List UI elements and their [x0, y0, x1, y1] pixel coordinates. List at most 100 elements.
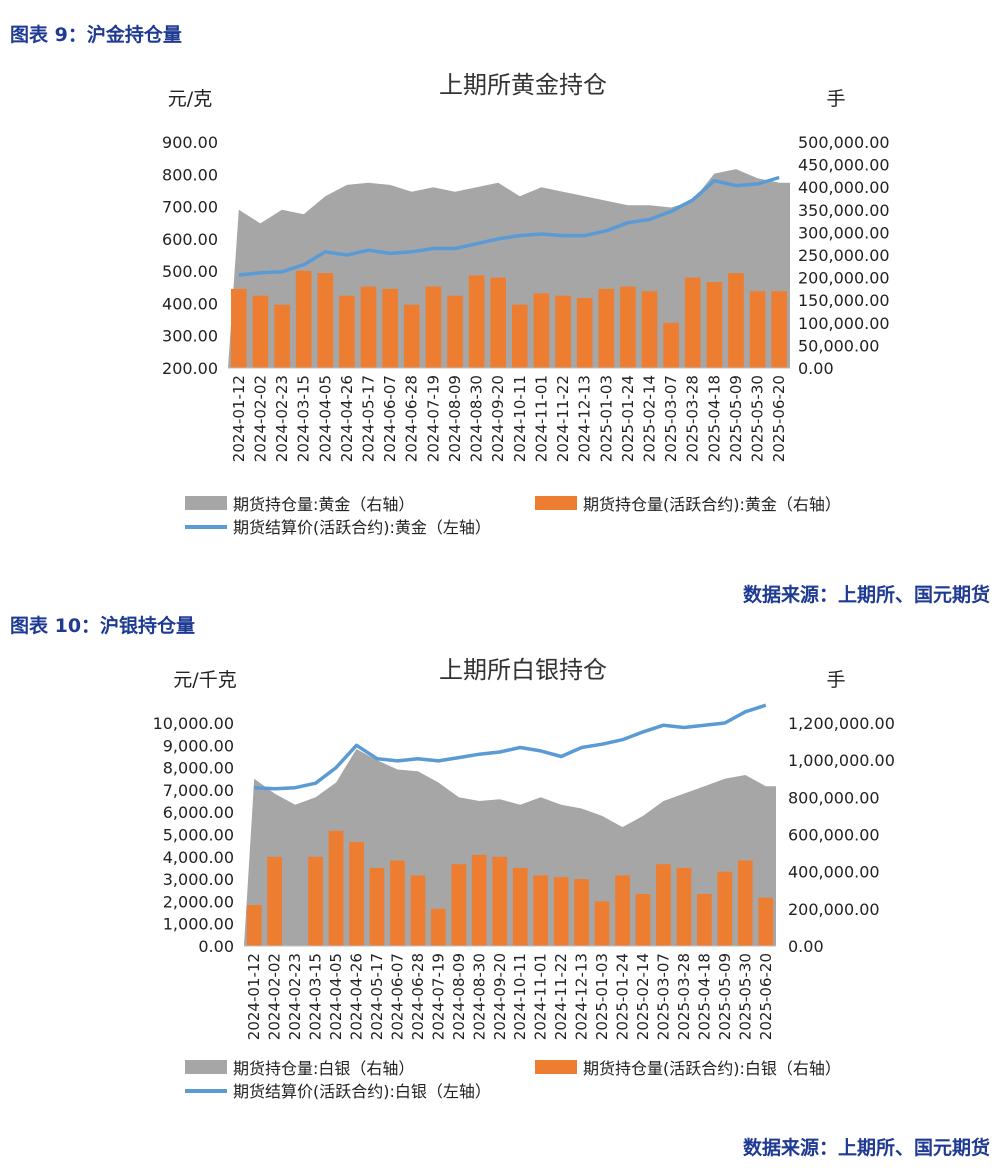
- right-tick-label: 1,000,000.00: [788, 751, 895, 770]
- x-tick-label: 2025-06-20: [757, 953, 775, 1040]
- active-open-interest-bar: [349, 841, 364, 946]
- x-tick-label: 2025-01-24: [619, 375, 637, 462]
- x-tick-label: 2024-07-19: [429, 953, 447, 1040]
- x-tick-label: 2024-08-09: [450, 953, 468, 1040]
- active-open-interest-bar: [471, 854, 487, 946]
- right-tick-label: 150,000.00: [798, 291, 890, 310]
- settlement-price-line: [238, 175, 780, 277]
- left-axis-unit: 元/千克: [173, 669, 236, 691]
- x-tick-label: 2024-08-09: [446, 375, 464, 462]
- right-tick-label: 800,000.00: [788, 788, 880, 807]
- x-tick-label: 2025-03-07: [662, 375, 680, 462]
- settlement-price-line: [254, 703, 767, 791]
- x-tick-label: 2024-09-20: [491, 953, 509, 1040]
- left-tick-label: 6,000.00: [163, 803, 234, 822]
- right-tick-label: 0.00: [788, 937, 824, 956]
- active-open-interest-bar: [252, 295, 269, 368]
- legend-swatch-active: [535, 496, 577, 510]
- x-tick-label: 2024-08-30: [470, 953, 488, 1040]
- x-tick-label: 2024-01-12: [245, 953, 263, 1040]
- legend-label: 期货持仓量:白银（右轴）: [233, 1059, 414, 1078]
- active-open-interest-bar: [403, 304, 420, 368]
- active-open-interest-bar: [697, 894, 712, 946]
- left-tick-label: 7,000.00: [163, 781, 234, 800]
- left-tick-label: 2,000.00: [163, 892, 234, 911]
- active-open-interest-bar: [431, 908, 446, 946]
- x-tick-label: 2024-05-17: [368, 953, 386, 1040]
- x-tick-label: 2024-02-02: [266, 953, 284, 1040]
- total-open-interest-area: [228, 169, 790, 368]
- x-tick-label: 2025-05-30: [749, 375, 767, 462]
- left-tick-label: 3,000.00: [163, 870, 234, 889]
- x-tick-label: 2024-06-07: [388, 953, 406, 1040]
- active-open-interest-bar: [468, 275, 485, 368]
- active-open-interest-bar: [615, 875, 630, 946]
- x-tick-label: 2024-12-13: [576, 375, 594, 462]
- silver-open-interest-chart: 上期所白银持仓 元/千克 手 10,000.00 9,000.00 8,000.00 7,0…: [153, 656, 895, 1101]
- x-tick-label: 2024-11-22: [554, 375, 572, 462]
- right-tick-label: 500,000.00: [798, 133, 890, 152]
- active-open-interest-bar: [339, 295, 355, 368]
- active-open-interest-bar: [231, 288, 247, 368]
- active-open-interest-bar: [620, 286, 636, 368]
- source-note-1: 数据来源：上期所、国元期货: [742, 584, 990, 606]
- active-open-interest-bar: [641, 291, 658, 368]
- active-open-interest-bar: [246, 905, 262, 946]
- x-tick-label: 2025-02-14: [641, 375, 659, 462]
- right-tick-label: 250,000.00: [798, 246, 890, 265]
- x-tick-label: 2024-05-17: [360, 375, 378, 462]
- x-tick-label: 2024-02-23: [286, 953, 304, 1040]
- right-tick-label: 50,000.00: [798, 336, 879, 355]
- x-tick-label: 2024-12-13: [573, 953, 591, 1040]
- active-open-interest-bar: [369, 867, 385, 946]
- left-tick-label: 9,000.00: [163, 736, 234, 755]
- active-open-interest-bar: [717, 871, 733, 946]
- active-open-interest-bar: [512, 867, 528, 946]
- active-open-interest-bar: [274, 304, 290, 368]
- x-tick-label: 2024-10-11: [511, 375, 529, 462]
- active-open-interest-bar: [663, 322, 679, 368]
- right-tick-label: 200,000.00: [788, 900, 880, 919]
- active-open-interest-bar: [295, 270, 312, 368]
- right-tick-label: 600,000.00: [788, 826, 880, 845]
- right-tick-label: 350,000.00: [798, 201, 890, 220]
- right-tick-label: 200,000.00: [798, 269, 890, 288]
- x-tick-label: 2024-11-01: [532, 375, 550, 462]
- legend-label: 期货持仓量(活跃合约):黄金（右轴）: [583, 495, 841, 514]
- x-tick-label: 2024-07-19: [424, 375, 442, 462]
- x-tick-label: 2025-01-03: [597, 375, 615, 462]
- right-tick-label: 1,200,000.00: [788, 714, 895, 733]
- active-open-interest-bar: [425, 286, 442, 368]
- legend-label: 期货持仓量:黄金（右轴）: [233, 495, 414, 514]
- legend-swatch-active: [535, 1060, 577, 1074]
- x-tick-label: 2024-06-28: [409, 953, 427, 1040]
- active-open-interest-bar: [360, 286, 377, 368]
- left-tick-label: 500.00: [162, 262, 218, 281]
- x-tick-label: 2024-03-15: [307, 953, 325, 1040]
- left-tick-label: 4,000.00: [163, 848, 234, 867]
- active-open-interest-bar: [410, 875, 426, 946]
- x-tick-label: 2024-11-01: [532, 953, 550, 1040]
- x-tick-label: 2025-01-24: [614, 953, 632, 1040]
- active-open-interest-bar: [576, 297, 593, 368]
- active-open-interest-bar: [390, 860, 405, 946]
- active-open-interest-bar: [737, 860, 753, 946]
- active-open-interest-bar: [267, 856, 282, 946]
- x-tick-label: 2025-03-07: [654, 953, 672, 1040]
- active-open-interest-bar: [553, 877, 569, 946]
- active-open-interest-bar: [574, 879, 589, 946]
- x-tick-label: 2024-11-22: [552, 953, 570, 1040]
- active-open-interest-bar: [490, 277, 506, 368]
- x-tick-label: 2024-04-26: [338, 375, 356, 462]
- left-tick-label: 400.00: [162, 294, 218, 313]
- x-tick-label: 2024-03-15: [295, 375, 313, 462]
- active-open-interest-bar: [533, 875, 548, 946]
- x-tick-label: 2024-10-11: [511, 953, 529, 1040]
- left-tick-label: 8,000.00: [163, 759, 234, 778]
- x-tick-label: 2024-01-12: [230, 375, 248, 462]
- x-tick-label: 2024-06-07: [381, 375, 399, 462]
- x-tick-label: 2025-06-20: [770, 375, 788, 462]
- left-tick-label: 800.00: [162, 165, 218, 184]
- active-open-interest-bar: [382, 288, 398, 368]
